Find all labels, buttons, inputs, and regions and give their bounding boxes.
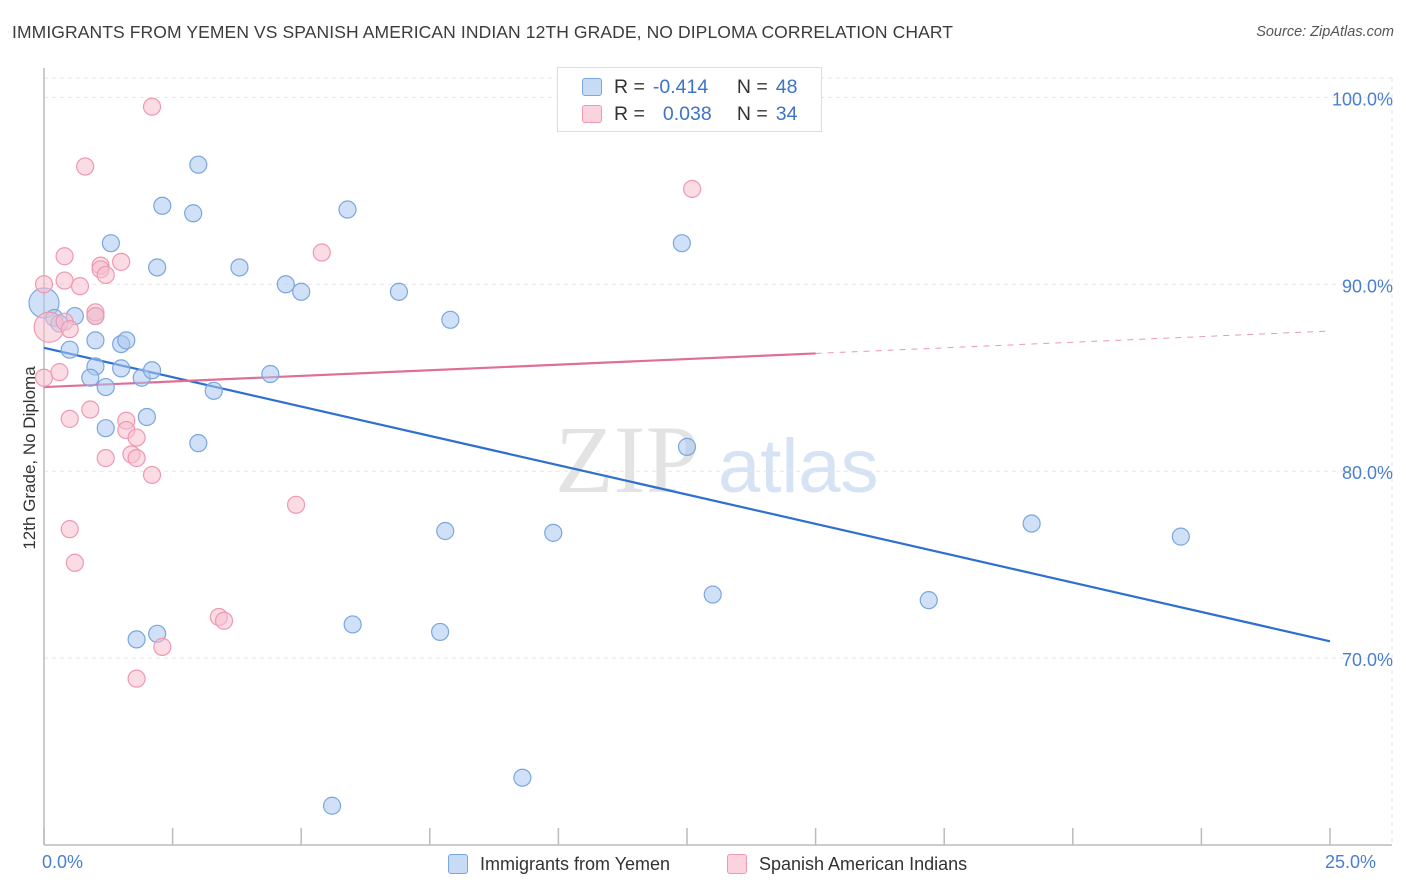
point-yemen [703, 585, 722, 604]
point-yemen [430, 622, 450, 642]
y-tick-label: 70.0% [1342, 650, 1393, 670]
legend-row-spanish-american-indians: R = 0.038 N = 34 [582, 101, 797, 127]
y-tick-label: 90.0% [1342, 276, 1393, 296]
point-spanish-american-indians [76, 157, 95, 176]
point-yemen [153, 196, 172, 215]
bottom-legend-spanish-american-indians: Spanish American Indians [727, 852, 967, 876]
point-yemen [81, 368, 100, 387]
legend: R = -0.414 N = 48 R = 0.038 N = 34 [557, 67, 822, 132]
point-yemen [1171, 527, 1190, 546]
point-spanish-american-indians [60, 409, 79, 428]
point-yemen [127, 630, 146, 649]
point-yemen [137, 407, 156, 427]
point-yemen [204, 381, 223, 400]
y-tick-label: 100.0% [1332, 89, 1393, 109]
point-spanish-american-indians [112, 252, 131, 271]
point-yemen [184, 204, 203, 223]
legend-r-value: -0.414 [652, 75, 709, 98]
point-spanish-american-indians [683, 179, 702, 199]
point-spanish-american-indians [81, 400, 100, 419]
trend-line-dashed-1 [815, 330, 1331, 354]
point-yemen [292, 282, 311, 301]
point-spanish-american-indians [127, 669, 146, 688]
point-yemen [919, 591, 938, 610]
point-yemen [1022, 514, 1041, 533]
point-spanish-american-indians [96, 265, 115, 285]
point-spanish-american-indians [34, 275, 54, 294]
point-yemen [86, 331, 105, 350]
source-label: Source: ZipAtlas.com [1256, 24, 1394, 40]
point-yemen [112, 359, 131, 378]
trend-line-0 [43, 346, 1331, 643]
point-spanish-american-indians [65, 553, 84, 572]
point-spanish-american-indians [55, 271, 74, 290]
point-yemen [96, 419, 115, 438]
point-yemen [189, 434, 208, 453]
point-spanish-american-indians [312, 243, 331, 262]
legend-n-value: 48 [775, 75, 798, 98]
point-spanish-american-indians [142, 465, 162, 485]
point-yemen [189, 155, 208, 174]
point-yemen [389, 282, 409, 301]
point-yemen [441, 310, 460, 329]
point-yemen [148, 258, 167, 277]
point-yemen [276, 275, 295, 294]
x-tick-max: 25.0% [1325, 852, 1377, 872]
legend-r-label: R = [614, 102, 645, 125]
point-yemen [343, 615, 362, 634]
point-spanish-american-indians [286, 495, 306, 514]
legend-r-label: R = [614, 75, 645, 98]
bottom-legend-yemen: Immigrants from Yemen [448, 852, 670, 876]
y-axis-label: 12th Grade, No Diploma [20, 366, 39, 550]
point-yemen [513, 768, 532, 787]
point-spanish-american-indians [96, 449, 115, 468]
point-yemen [672, 234, 691, 253]
point-yemen [436, 521, 455, 541]
point-yemen [230, 258, 249, 277]
point-spanish-american-indians [60, 520, 79, 539]
point-yemen [117, 331, 136, 350]
point-spanish-american-indians [127, 449, 146, 468]
x-tick-min: 0.0% [42, 852, 84, 872]
trend-line-1 [43, 352, 816, 389]
point-yemen [338, 200, 357, 219]
point-yemen [261, 364, 280, 384]
point-spanish-american-indians [55, 247, 74, 266]
point-yemen [322, 796, 342, 815]
bottom-legend-swatch-yemen [448, 854, 468, 874]
y-tick-label: 80.0% [1342, 463, 1393, 483]
point-spanish-american-indians [153, 637, 172, 656]
point-spanish-american-indians [60, 320, 79, 339]
point-spanish-american-indians [70, 277, 90, 296]
watermark-atlas: atlas [718, 424, 879, 509]
legend-n-label: N = [736, 75, 768, 98]
point-spanish-american-indians [50, 363, 69, 382]
point-spanish-american-indians [214, 611, 234, 630]
point-yemen [101, 234, 120, 253]
legend-r-value: 0.038 [662, 102, 712, 125]
bottom-legend-label-yemen: Immigrants from Yemen [480, 853, 671, 874]
point-spanish-american-indians [86, 306, 105, 326]
point-yemen [142, 361, 162, 380]
legend-swatch-yemen [582, 78, 602, 96]
watermark-zip: ZIP [555, 406, 699, 513]
legend-n-label: N = [736, 102, 768, 125]
point-spanish-american-indians [127, 428, 146, 447]
legend-n-value: 34 [775, 102, 798, 125]
point-yemen [544, 523, 563, 542]
legend-swatch-spanish-american-indians [582, 105, 602, 123]
chart-title: IMMIGRANTS FROM YEMEN VS SPANISH AMERICA… [12, 22, 954, 42]
point-yemen [677, 437, 697, 456]
bottom-legend-swatch-spanish-american-indians [727, 854, 747, 874]
bottom-legend-label-spanish-american-indians: Spanish American Indians [759, 853, 968, 874]
legend-row-yemen: R = -0.414 N = 48 [582, 74, 797, 100]
point-spanish-american-indians [142, 97, 162, 116]
point-yemen [96, 377, 115, 397]
point-yemen [60, 340, 79, 359]
